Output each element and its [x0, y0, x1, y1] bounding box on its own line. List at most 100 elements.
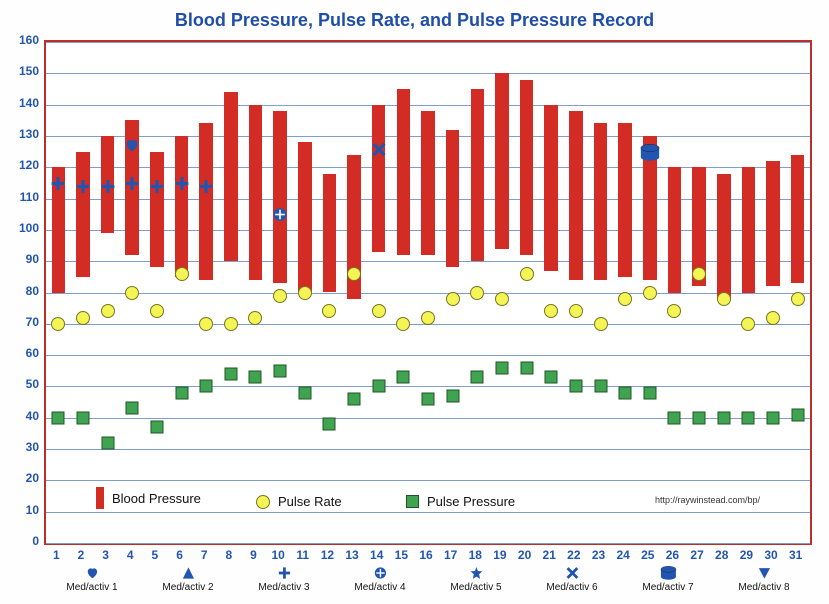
pp-marker — [422, 392, 435, 405]
chart-title: Blood Pressure, Pulse Rate, and Pulse Pr… — [0, 10, 829, 31]
star-icon — [450, 566, 501, 580]
pp-marker — [101, 436, 114, 449]
x-tick-label: 7 — [201, 548, 208, 562]
bp-bar — [372, 105, 386, 252]
x-tick-label: 16 — [419, 548, 432, 562]
pulse-marker — [347, 267, 361, 281]
y-tick-label: 80 — [5, 284, 39, 298]
pulse-marker — [717, 292, 731, 306]
y-tick-label: 110 — [5, 190, 39, 204]
bp-bar — [199, 123, 213, 280]
bp-bar — [742, 167, 756, 292]
bp-bar — [520, 80, 534, 255]
x-tick-label: 28 — [715, 548, 728, 562]
pulse-marker — [643, 286, 657, 300]
pp-marker — [471, 371, 484, 384]
med-legend-item: Med/activ 8 — [738, 566, 789, 593]
bp-bar — [717, 174, 731, 299]
med-legend-item: Med/activ 4 — [354, 566, 405, 593]
pp-marker — [791, 408, 804, 421]
y-tick-label: 120 — [5, 158, 39, 172]
x-tick-label: 31 — [789, 548, 802, 562]
y-tick-label: 0 — [5, 534, 39, 548]
x-tick-label: 23 — [592, 548, 605, 562]
bp-bar — [175, 136, 189, 277]
pulse-marker — [372, 304, 386, 318]
med-legend-label: Med/activ 7 — [642, 582, 693, 593]
bp-bar — [668, 167, 682, 292]
triangle-icon — [162, 566, 213, 580]
y-tick-label: 10 — [5, 503, 39, 517]
pulse-marker — [741, 317, 755, 331]
inv-triangle-icon — [738, 566, 789, 580]
y-tick-label: 20 — [5, 471, 39, 485]
med-legend: Med/activ 1Med/activ 2Med/activ 3Med/act… — [44, 566, 812, 602]
med-legend-label: Med/activ 5 — [450, 582, 501, 593]
pulse-marker — [396, 317, 410, 331]
pulse-marker — [298, 286, 312, 300]
pp-marker — [594, 380, 607, 393]
pp-marker — [348, 392, 361, 405]
bp-bar — [791, 155, 805, 283]
pulse-marker — [421, 311, 435, 325]
pp-marker — [545, 371, 558, 384]
pulse-marker — [766, 311, 780, 325]
bp-bar — [323, 174, 337, 293]
bp-bar — [569, 111, 583, 280]
pp-marker — [52, 411, 65, 424]
pulse-marker — [76, 311, 90, 325]
pp-marker — [200, 380, 213, 393]
pulse-marker — [51, 317, 65, 331]
x-tick-label: 27 — [690, 548, 703, 562]
y-tick-label: 100 — [5, 221, 39, 235]
pulse-marker — [224, 317, 238, 331]
bp-bar — [298, 142, 312, 292]
legend-pp-swatch — [406, 495, 419, 508]
y-tick-label: 90 — [5, 252, 39, 266]
bp-bar — [249, 105, 263, 280]
pp-marker — [397, 371, 410, 384]
x-tick-label: 17 — [444, 548, 457, 562]
chart-frame: Blood Pressure, Pulse Rate, and Pulse Pr… — [0, 0, 829, 604]
pulse-marker — [199, 317, 213, 331]
x-tick-label: 3 — [102, 548, 109, 562]
med-legend-item: Med/activ 7 — [642, 566, 693, 593]
cylinder-icon — [642, 566, 693, 580]
bp-bar — [643, 136, 657, 280]
x-tick-label: 20 — [518, 548, 531, 562]
pp-marker — [372, 380, 385, 393]
bp-bar — [52, 167, 66, 292]
bp-bar — [273, 111, 287, 283]
x-tick-label: 21 — [543, 548, 556, 562]
y-tick-label: 50 — [5, 377, 39, 391]
pp-marker — [520, 361, 533, 374]
pulse-marker — [594, 317, 608, 331]
pulse-marker — [125, 286, 139, 300]
pp-marker — [717, 411, 730, 424]
pp-marker — [619, 386, 632, 399]
pulse-marker — [692, 267, 706, 281]
heart-icon — [66, 566, 117, 580]
bp-bar — [594, 123, 608, 280]
pp-marker — [742, 411, 755, 424]
pulse-marker — [175, 267, 189, 281]
pp-marker — [668, 411, 681, 424]
y-tick-label: 40 — [5, 409, 39, 423]
legend-pulse: Pulse Rate — [256, 494, 342, 509]
pulse-marker — [273, 289, 287, 303]
bp-bar — [495, 73, 509, 248]
x-tick-label: 8 — [225, 548, 232, 562]
circle-plus-icon — [354, 566, 405, 580]
pulse-marker — [446, 292, 460, 306]
pp-marker — [495, 361, 508, 374]
pp-marker — [150, 421, 163, 434]
pp-marker — [249, 371, 262, 384]
med-legend-label: Med/activ 8 — [738, 582, 789, 593]
x-tick-label: 2 — [78, 548, 85, 562]
pp-marker — [175, 386, 188, 399]
med-legend-label: Med/activ 1 — [66, 582, 117, 593]
pulse-marker — [470, 286, 484, 300]
pp-marker — [693, 411, 706, 424]
pp-marker — [569, 380, 582, 393]
pulse-marker — [101, 304, 115, 318]
